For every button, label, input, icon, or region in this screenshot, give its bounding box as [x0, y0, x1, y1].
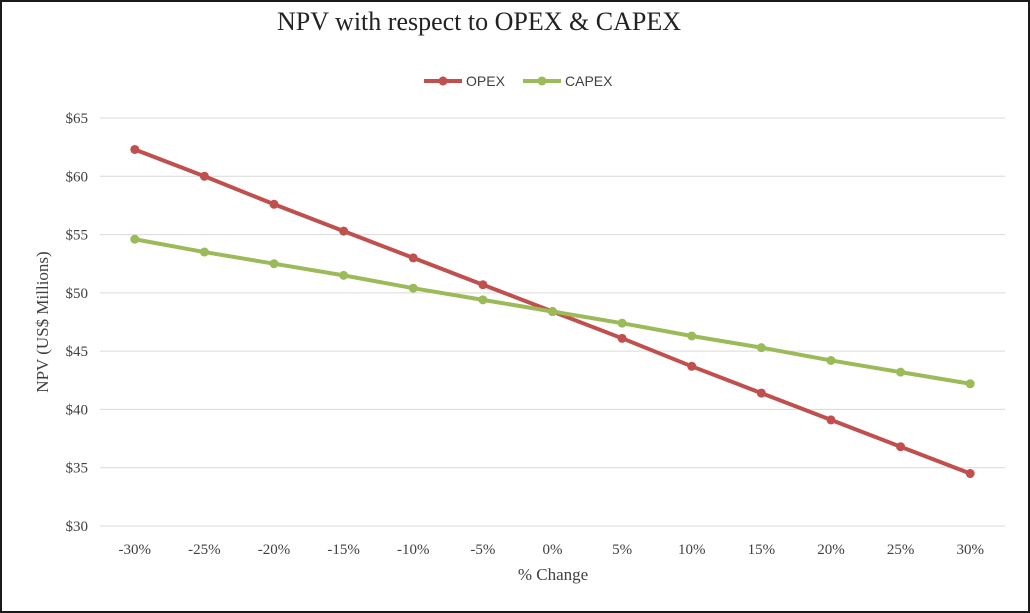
legend-label-opex: OPEX	[466, 73, 506, 89]
data-point-opex	[896, 442, 906, 452]
data-point-capex	[756, 343, 766, 353]
data-point-opex	[408, 253, 418, 263]
x-tick-label: -15%	[327, 542, 360, 558]
x-tick-label: 10%	[678, 542, 706, 558]
data-point-opex	[826, 415, 836, 425]
data-point-opex	[478, 280, 488, 290]
drop-lines	[134, 149, 971, 526]
legend-item-opex: OPEX	[424, 73, 506, 89]
data-point-opex	[756, 388, 766, 398]
y-tick-label: $65	[66, 111, 89, 127]
data-point-opex	[965, 469, 975, 479]
data-point-capex	[478, 295, 488, 305]
x-tick-label: 5%	[612, 542, 632, 558]
x-tick-label: -10%	[397, 542, 430, 558]
y-tick-label: $40	[66, 402, 89, 418]
y-tick-label: $55	[66, 228, 89, 244]
x-tick-label: -25%	[188, 542, 221, 558]
x-tick-label: -20%	[258, 542, 291, 558]
legend-label-capex: CAPEX	[565, 73, 613, 89]
x-tick-label: 25%	[887, 542, 915, 558]
data-point-opex	[269, 199, 279, 209]
data-point-capex	[130, 234, 140, 244]
series-lines	[130, 144, 975, 479]
data-point-opex	[199, 171, 209, 181]
data-point-capex	[339, 270, 349, 280]
data-point-capex	[826, 355, 836, 365]
legend-item-capex: CAPEX	[523, 73, 613, 89]
data-point-opex	[687, 361, 697, 371]
y-tick-label: $35	[66, 461, 89, 477]
x-tick-label: 0%	[543, 542, 563, 558]
data-point-capex	[687, 331, 697, 341]
legend: OPEX CAPEX	[424, 73, 613, 89]
y-tick-label: $45	[66, 344, 89, 360]
data-point-opex	[130, 144, 140, 154]
legend-marker-capex	[537, 76, 547, 86]
y-tick-label: $30	[66, 519, 89, 535]
x-tick-label: 30%	[956, 542, 984, 558]
data-point-capex	[199, 247, 209, 257]
y-tick-label: $60	[66, 169, 89, 185]
data-point-opex	[617, 333, 627, 343]
data-point-opex	[339, 226, 349, 236]
legend-marker-opex	[438, 76, 448, 86]
y-axis-title: NPV (US$ Millions)	[33, 251, 52, 392]
x-tick-label: 20%	[817, 542, 845, 558]
data-point-capex	[548, 307, 557, 317]
x-tick-label: -30%	[119, 542, 152, 558]
data-point-capex	[408, 283, 418, 293]
x-tick-label: -5%	[470, 542, 495, 558]
data-point-capex	[269, 259, 279, 269]
x-axis-title: % Change	[518, 565, 588, 584]
x-axis-tick-labels: -30% -25% -20% -15% -10% -5% 0% 5% 10% 15% 20% 25% 3…	[119, 542, 984, 558]
chart-title: NPV with respect to OPEX & CAPEX	[277, 7, 681, 36]
y-tick-label: $50	[66, 286, 89, 302]
data-point-capex	[965, 379, 975, 389]
x-tick-label: 15%	[748, 542, 776, 558]
y-axis-tick-labels: $30 $35 $40 $45 $50 $55 $60 $65	[66, 111, 89, 535]
data-point-capex	[617, 318, 627, 328]
data-point-capex	[896, 367, 906, 377]
